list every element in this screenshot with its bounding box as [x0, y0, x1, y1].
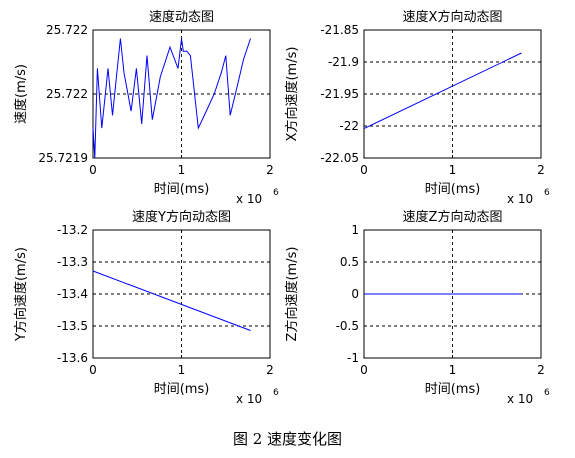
- x-tick-label: 2: [537, 363, 545, 377]
- plot-area: [363, 29, 542, 159]
- subplot-2: 0 1 2 -22.05 -22 -21.95 -21.9 -21.85 速度X方向动态图时间(…: [284, 9, 550, 206]
- chart-title: 速度X方向动态图: [403, 9, 503, 25]
- chart-title: 速度Z方向动态图: [403, 209, 503, 225]
- chart-title: 速度动态图: [149, 9, 214, 25]
- y-tick-label: -13.3: [57, 255, 88, 269]
- y-tick-label: -13.4: [57, 287, 88, 301]
- x-axis-exponent: 6: [273, 388, 279, 398]
- x-axis-multiplier: x 10: [507, 192, 533, 206]
- x-tick-label: 2: [266, 163, 274, 177]
- x-axis-label: 时间(ms): [425, 182, 481, 197]
- x-axis-exponent: 6: [273, 188, 279, 198]
- x-tick-label: 2: [266, 363, 274, 377]
- chart-title: 速度Y方向动态图: [132, 209, 231, 225]
- x-axis-multiplier: x 10: [236, 192, 262, 206]
- y-tick-label: 0.5: [340, 255, 359, 269]
- y-tick-label: -13.6: [57, 351, 88, 365]
- subplot-3: 0 1 2 -13.6 -13.5 -13.4 -13.3 -13.2 速度Y方向动态图时间(m…: [13, 209, 279, 406]
- series-line: [92, 38, 251, 159]
- y-axis-label: X方向速度(m/s): [284, 47, 300, 142]
- y-tick-label: -13.5: [57, 319, 88, 333]
- x-axis-label: 时间(ms): [154, 382, 210, 397]
- x-axis-label: 时间(ms): [154, 182, 210, 197]
- x-tick-label: 0: [360, 163, 368, 177]
- y-tick-label: -0.5: [336, 319, 359, 333]
- y-tick-label: -1: [347, 351, 359, 365]
- x-tick-label: 1: [449, 363, 457, 377]
- y-tick-label: 25.722: [46, 23, 88, 37]
- y-tick-label: 25.722: [46, 87, 88, 101]
- x-axis-label: 时间(ms): [425, 382, 481, 397]
- x-tick-label: 1: [178, 163, 186, 177]
- y-axis-label: Y方向速度(m/s): [13, 247, 29, 342]
- x-tick-label: 0: [89, 163, 97, 177]
- plot-area: [92, 229, 271, 359]
- y-axis-label: 速度(m/s): [13, 64, 29, 124]
- y-tick-label: -21.95: [320, 87, 359, 101]
- y-tick-label: -21.85: [320, 23, 359, 37]
- y-tick-label: -22: [339, 119, 359, 133]
- x-tick-label: 1: [449, 163, 457, 177]
- x-tick-label: 0: [360, 363, 368, 377]
- series-line: [363, 52, 522, 130]
- y-tick-label: -21.9: [328, 55, 359, 69]
- plot-area: [92, 29, 271, 159]
- y-tick-label: -13.2: [57, 223, 88, 237]
- x-axis-multiplier: x 10: [236, 392, 262, 406]
- series-line: [92, 270, 251, 331]
- y-axis-label: Z方向速度(m/s): [284, 247, 300, 342]
- x-axis-exponent: 6: [544, 188, 550, 198]
- x-tick-label: 2: [537, 163, 545, 177]
- x-tick-label: 1: [178, 363, 186, 377]
- y-tick-label: 25.7219: [38, 151, 88, 165]
- x-axis-exponent: 6: [544, 388, 550, 398]
- y-tick-label: -22.05: [320, 151, 359, 165]
- x-axis-multiplier: x 10: [507, 392, 533, 406]
- x-tick-label: 0: [89, 363, 97, 377]
- y-tick-label: 0: [351, 287, 359, 301]
- figure-caption: 图 2 速度变化图: [232, 430, 343, 448]
- y-tick-label: 1: [351, 223, 359, 237]
